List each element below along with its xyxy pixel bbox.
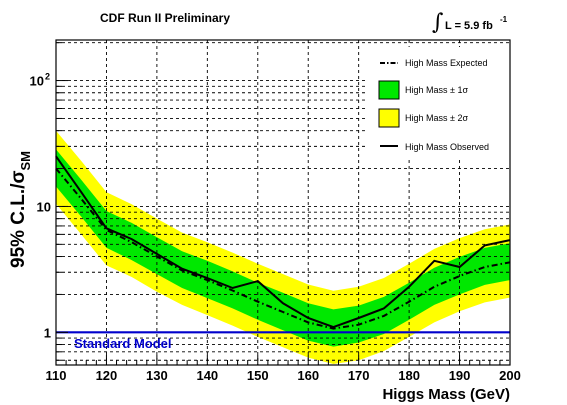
y-axis-title-sub: SM	[18, 151, 33, 171]
x-tick-label: 150	[247, 368, 269, 383]
legend-entry-expected: High Mass Expected	[380, 58, 488, 68]
y-axis-title: 95% C.L./σSM	[8, 151, 33, 268]
legend-swatch-1sigma	[378, 80, 400, 100]
x-tick-label: 190	[449, 368, 471, 383]
lumi-exponent: -1	[500, 15, 508, 24]
x-tick-label: 130	[146, 368, 168, 383]
lumi-integral-sign: ∫	[432, 10, 444, 35]
chart-title: CDF Run II Preliminary	[100, 11, 230, 25]
x-tick-label: 140	[196, 368, 218, 383]
data-lines	[55, 155, 511, 334]
x-tick-label: 180	[398, 368, 420, 383]
legend-label-observed: High Mass Observed	[405, 142, 489, 152]
y-tick-exponent: 2	[45, 72, 50, 82]
legend: High Mass Expected High Mass ± 1σ High M…	[368, 47, 509, 160]
x-axis-title: Higgs Mass (GeV)	[382, 386, 510, 403]
legend-label-2sigma: High Mass ± 2σ	[405, 113, 468, 123]
y-axis-title-main: 95% C.L./σ	[8, 171, 29, 268]
legend-entry-1sigma: High Mass ± 1σ	[378, 80, 468, 100]
observed-line	[55, 155, 511, 329]
x-tick-label: 110	[46, 368, 67, 383]
legend-swatch-2sigma	[378, 108, 400, 128]
legend-entry-2sigma: High Mass ± 2σ	[378, 108, 468, 128]
x-tick-label: 170	[348, 368, 370, 383]
x-tick-label: 120	[96, 368, 118, 383]
standard-model-label: Standard Model	[74, 336, 172, 351]
legend-label-expected: High Mass Expected	[405, 58, 488, 68]
y-tick-label: 10	[30, 74, 44, 89]
plot-border	[55, 39, 511, 366]
legend-entry-observed: High Mass Observed	[380, 142, 489, 152]
y-tick-label: 10	[37, 199, 51, 214]
x-tick-label: 160	[297, 368, 319, 383]
legend-box	[368, 47, 509, 160]
plot-frame	[55, 39, 511, 366]
expected-line	[55, 167, 511, 330]
x-tick-label: 200	[499, 368, 521, 383]
legend-label-1sigma: High Mass ± 1σ	[405, 85, 468, 95]
y-tick-label: 1	[44, 325, 51, 340]
lumi-label: L = 5.9 fb	[445, 20, 493, 32]
